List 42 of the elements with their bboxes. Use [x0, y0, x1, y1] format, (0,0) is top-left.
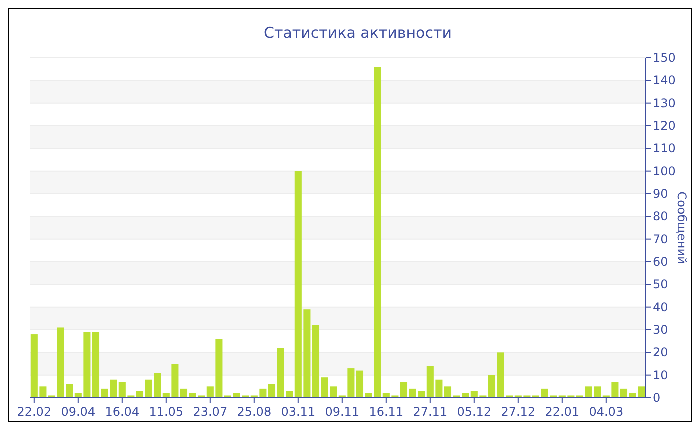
x-tick-label: 11.05 — [149, 405, 184, 419]
y-tick-label: 100 — [653, 164, 676, 178]
y-tick-label: 120 — [653, 119, 676, 133]
y-tick-label: 10 — [653, 368, 668, 382]
bar — [444, 386, 452, 398]
x-tick-label: 04.03 — [589, 405, 624, 419]
x-tick-label: 22.01 — [545, 405, 580, 419]
bar — [400, 382, 408, 398]
x-tick-label: 25.08 — [237, 405, 272, 419]
x-tick-label: 27.11 — [413, 405, 448, 419]
y-tick-label: 20 — [653, 346, 668, 360]
y-tick-label: 140 — [653, 74, 676, 88]
y-tick-label: 40 — [653, 300, 668, 314]
bar — [136, 391, 144, 398]
bar — [180, 388, 188, 398]
x-tick-label: 16.11 — [369, 405, 404, 419]
x-tick-label: 05.12 — [457, 405, 492, 419]
bar — [620, 388, 628, 398]
y-tick-label: 50 — [653, 278, 668, 292]
bar — [356, 370, 364, 398]
bar — [312, 325, 320, 398]
x-tick-label: 03.11 — [281, 405, 316, 419]
y-tick-label: 90 — [653, 187, 668, 201]
bar — [488, 375, 496, 398]
y-tick-label: 150 — [653, 51, 676, 65]
bar — [92, 332, 100, 398]
x-tick-label: 16.04 — [105, 405, 140, 419]
y-tick-label: 70 — [653, 232, 668, 246]
y-tick-label: 130 — [653, 96, 676, 110]
y-tick-label: 0 — [653, 391, 661, 405]
chart-title: Статистика активности — [264, 24, 452, 42]
x-tick-label: 22.02 — [17, 405, 52, 419]
y-tick-label: 80 — [653, 210, 668, 224]
y-axis-title: Сообщений — [675, 192, 689, 264]
x-tick-label: 27.12 — [501, 405, 536, 419]
x-tick-label: 23.07 — [193, 405, 228, 419]
x-tick-label: 09.11 — [325, 405, 360, 419]
y-tick-label: 110 — [653, 142, 676, 156]
x-tick-label: 09.04 — [61, 405, 96, 419]
bar — [268, 384, 276, 398]
y-tick-label: 30 — [653, 323, 668, 337]
y-tick-label: 60 — [653, 255, 668, 269]
